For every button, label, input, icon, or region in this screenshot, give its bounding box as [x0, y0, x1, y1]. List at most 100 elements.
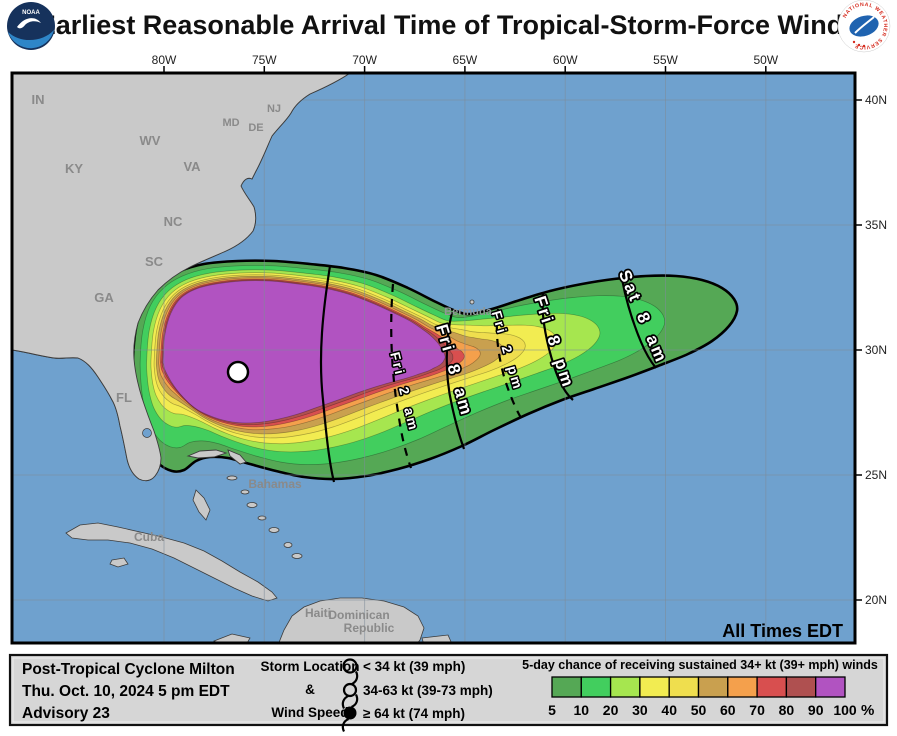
- arrival-line-thu-8pm: [319, 265, 336, 483]
- colorbar-cell: [609, 676, 641, 698]
- cone-band-90pct: [162, 280, 446, 424]
- arrival-line-fri-2pm: [495, 308, 524, 422]
- hurricane-symbol-icon: [341, 694, 359, 732]
- state-label-de: DE: [248, 122, 263, 134]
- storm-name: Post-Tropical Cyclone Milton: [22, 661, 235, 678]
- colorbar-tick-label: 90: [808, 702, 824, 718]
- symbol-item-1: < 34 kt (39 mph): [363, 659, 465, 674]
- nws-logo-icon: NATIONAL WEATHER SERVICE: [837, 0, 891, 53]
- colorbar-cell: [668, 676, 700, 698]
- cuba: [65, 522, 278, 602]
- probability-legend-title: 5-day chance of receiving sustained 34+ …: [522, 658, 878, 672]
- arrival-line-fri-2am: [390, 283, 413, 469]
- place-label-dominican: Dominican: [328, 608, 389, 622]
- storm-datetime: Thu. Oct. 10, 2024 5 pm EDT: [22, 683, 230, 700]
- legend-bar: Post-Tropical Cyclone Milton Thu. Oct. 1…: [8, 653, 889, 732]
- colorbar-tick-label: 100: [833, 702, 857, 718]
- bermuda-island: [469, 299, 475, 305]
- colorbar-cell: [815, 676, 846, 698]
- lat-tick-label: 40N: [865, 93, 887, 107]
- colorbar-tick-label: 50: [691, 702, 707, 718]
- storm-location-marker: [226, 360, 250, 384]
- place-label-bahamas: Bahamas: [248, 477, 302, 491]
- storm-advisory: Advisory 23: [22, 705, 110, 722]
- symbol-legend-row2: &: [305, 682, 315, 697]
- probability-legend: 5-day chance of receiving sustained 34+ …: [522, 658, 878, 719]
- colorbar-cell: [551, 676, 582, 698]
- state-label-wv: WV: [140, 133, 161, 148]
- state-label-va: VA: [183, 159, 201, 174]
- colorbar-tick-label: 30: [632, 702, 648, 718]
- state-label-nc: NC: [164, 214, 183, 229]
- place-label-haiti: Haiti: [305, 606, 331, 620]
- colorbar-tick-label: 60: [720, 702, 736, 718]
- symbol-legend-row3: Wind Speed: [271, 705, 348, 720]
- lon-tick-label: 70W: [352, 53, 377, 67]
- colorbar-tick-label: 40: [661, 702, 677, 718]
- page-title: Earliest Reasonable Arrival Time of Trop…: [38, 10, 858, 40]
- noaa-logo-text: NOAA: [22, 10, 40, 16]
- colorbar-cell: [580, 676, 612, 698]
- colorbar-cell: [639, 676, 670, 698]
- place-label-republic: Republic: [344, 621, 395, 635]
- lon-tick-label: 50W: [753, 53, 778, 67]
- lon-tick-label: 60W: [553, 53, 578, 67]
- colorbar-cell: [727, 676, 758, 698]
- state-label-fl: FL: [116, 390, 132, 405]
- lon-tick-label: 80W: [152, 53, 177, 67]
- symbol-legend-row1: Storm Location: [260, 659, 359, 674]
- bahama-cay: [283, 542, 293, 548]
- longitude-ticks: 80W 75W 70W 65W 60W 55W 50W: [152, 53, 779, 73]
- lon-tick-label: 55W: [653, 53, 678, 67]
- bahama-cay: [291, 553, 303, 559]
- colorbar-tick-label: 5: [548, 702, 556, 718]
- isla-juventud: [109, 557, 129, 568]
- header: Earliest Reasonable Arrival Time of Trop…: [7, 0, 891, 53]
- noaa-logo-icon: NOAA: [7, 2, 55, 50]
- lat-tick-label: 20N: [865, 593, 887, 607]
- state-label-ga: GA: [94, 290, 114, 305]
- lake-okeechobee: [142, 428, 152, 438]
- colorbar-tick-label: 80: [779, 702, 795, 718]
- all-times-note: All Times EDT: [722, 621, 843, 641]
- state-label-sc: SC: [145, 254, 164, 269]
- probability-colorbar-numbers: 5 10 20 30 40 50 60 70 80 90 100: [548, 702, 857, 718]
- state-label-md: MD: [222, 117, 239, 129]
- place-label-bermuda: Bermuda: [444, 306, 493, 318]
- probability-unit: %: [861, 702, 874, 719]
- lat-tick-label: 35N: [865, 218, 887, 232]
- lon-tick-label: 75W: [252, 53, 277, 67]
- map-frame: [10, 71, 857, 645]
- bahama-cay: [226, 475, 238, 481]
- latitude-ticks: 40N 35N 30N 25N 20N: [855, 93, 887, 607]
- colorbar-tick-label: 20: [603, 702, 619, 718]
- bahama-cay: [246, 502, 258, 508]
- lon-tick-label: 65W: [453, 53, 478, 67]
- geo-labels: IN KY WV VA NC SC GA FL NJ DE MD Bermuda…: [32, 92, 493, 635]
- probability-colorbar: [551, 676, 846, 698]
- storm-info: Post-Tropical Cyclone Milton Thu. Oct. 1…: [22, 661, 235, 722]
- state-label-ky: KY: [65, 161, 83, 176]
- colorbar-tick-label: 70: [749, 702, 765, 718]
- place-label-cuba: Cuba: [134, 530, 164, 544]
- symbol-item-3: ≥ 64 kt (74 mph): [363, 706, 465, 721]
- symbol-item-2: 34-63 kt (39-73 mph): [363, 683, 493, 698]
- andros-island: [192, 489, 211, 521]
- map-area: Fri 2 am Fri 8 am Fri 2 pm Fri 8 pm Sat …: [12, 73, 855, 643]
- colorbar-tick-label: 10: [574, 702, 590, 718]
- lat-tick-label: 25N: [865, 468, 887, 482]
- lat-tick-label: 30N: [865, 343, 887, 357]
- bahama-cay: [240, 489, 250, 495]
- colorbar-cell: [756, 676, 788, 698]
- arrival-time-lines: [319, 265, 657, 483]
- bahama-cay: [268, 527, 280, 533]
- disturbance-symbol-icon: [342, 658, 358, 674]
- symbol-legend: Storm Location & Wind Speed < 34 kt (39 …: [260, 658, 493, 732]
- arrival-line-fri-8am: [445, 311, 466, 450]
- arrival-line-sat-8am: [620, 278, 657, 369]
- colorbar-cell: [785, 676, 817, 698]
- arrival-line-fri-8pm: [541, 292, 574, 401]
- colorbar-cell: [697, 676, 729, 698]
